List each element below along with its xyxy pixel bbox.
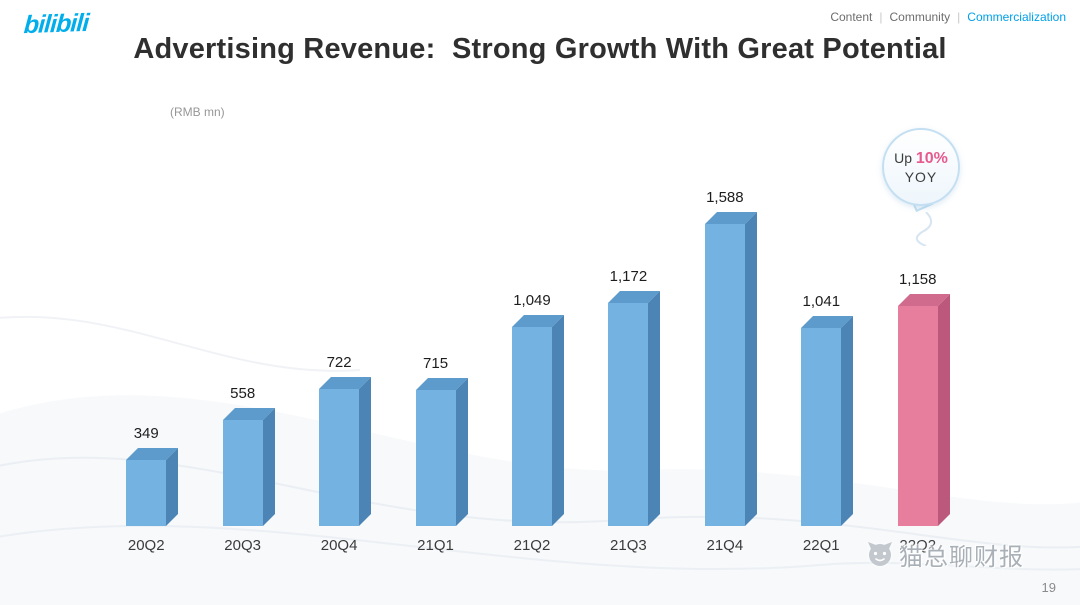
bar-value-label: 1,588 [706, 189, 744, 206]
bar-value-label: 1,041 [802, 293, 841, 310]
page-number: 19 [1041, 580, 1056, 595]
bar-highlighted [897, 306, 938, 526]
bar-group-21Q1: 715 21Q1 [387, 150, 483, 564]
bar [608, 303, 649, 526]
bar [704, 224, 745, 526]
x-axis-label: 20Q4 [320, 536, 358, 554]
nav-item-commercialization[interactable]: Commercialization [967, 10, 1066, 24]
x-axis-label: 20Q2 [127, 536, 165, 554]
bar-group-20Q4: 722 20Q4 [291, 150, 387, 564]
bar-value-label: 1,158 [898, 271, 937, 288]
balloon-string [915, 212, 933, 246]
yoy-growth-badge: Up 10% YOY [882, 128, 960, 246]
bar [126, 460, 167, 526]
x-axis-label: 20Q3 [224, 536, 261, 554]
badge-value: 10% [915, 149, 948, 167]
bar [511, 327, 552, 526]
bar [415, 390, 456, 526]
bar [319, 389, 360, 526]
bar [222, 420, 263, 526]
x-axis-label: 22Q2 [899, 536, 937, 554]
bar-value-label: 349 [133, 425, 159, 442]
bar [801, 328, 842, 526]
nav-item-community[interactable]: Community [889, 10, 951, 24]
watermark: 猫总聊财报 [865, 537, 1024, 572]
bar-group-20Q2: 349 20Q2 [98, 150, 194, 564]
cat-icon [865, 540, 895, 570]
slide-title: Advertising Revenue: Strong Growth With … [133, 33, 947, 65]
badge-balloon: Up 10% YOY [882, 128, 960, 206]
top-nav: Content | Community | Commercialization [830, 10, 1066, 24]
bar-group-21Q3: 1,172 21Q3 [580, 150, 676, 564]
badge-prefix: Up [894, 149, 912, 166]
badge-suffix: YOY [904, 168, 938, 185]
x-axis-label: 21Q3 [610, 536, 647, 554]
bar-value-label: 558 [230, 385, 256, 402]
nav-separator: | [879, 10, 883, 24]
bar-group-21Q2: 1,049 21Q2 [484, 150, 580, 564]
bar-value-label: 1,172 [609, 268, 648, 285]
bar-group-20Q3: 558 20Q3 [194, 150, 290, 564]
bar-group-22Q1: 1,041 22Q1 [773, 150, 869, 564]
bar-value-label: 715 [423, 355, 449, 372]
bar-value-label: 722 [326, 354, 352, 371]
nav-separator: | [957, 10, 961, 24]
watermark-text: 猫总聊财报 [899, 544, 1024, 571]
x-axis-label: 21Q1 [417, 536, 454, 554]
x-axis-label: 21Q2 [513, 536, 551, 554]
x-axis-label: 22Q1 [802, 536, 840, 554]
badge-line1: Up 10% [894, 150, 948, 168]
bar-group-22Q2: 1,158 22Q2 [870, 150, 966, 564]
bar-chart: 349 20Q2 558 20Q3 722 20Q4 715 21Q1 1,049 21Q2 1,1… [98, 150, 966, 564]
x-axis-label: 21Q4 [706, 536, 744, 554]
nav-item-content[interactable]: Content [830, 10, 873, 24]
bar-value-label: 1,049 [513, 292, 551, 309]
bar-group-21Q4: 1,588 21Q4 [677, 150, 773, 564]
unit-label: (RMB mn) [170, 105, 225, 119]
